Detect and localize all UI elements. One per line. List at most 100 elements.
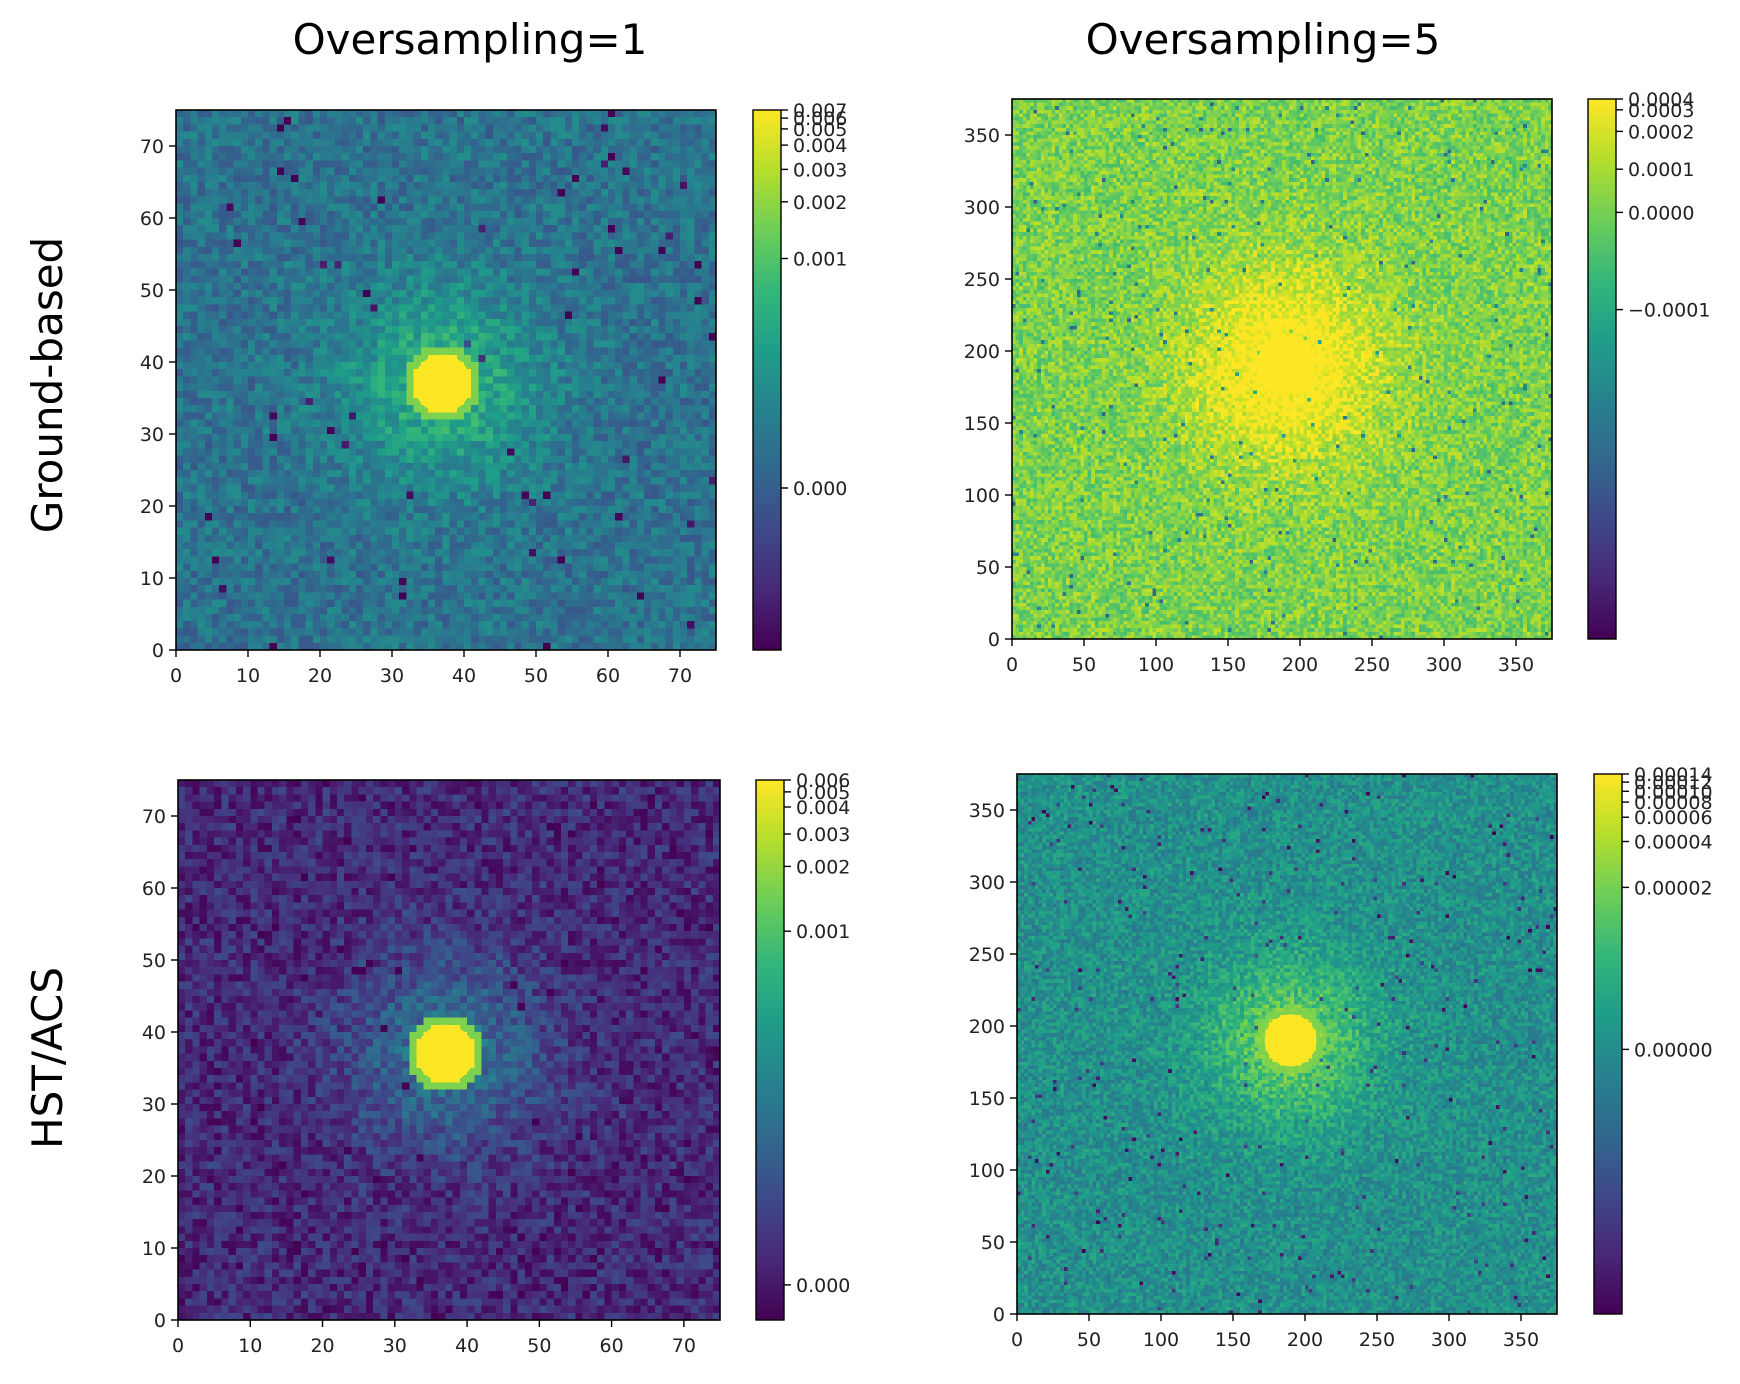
y-tick-label: 0 [154,1310,166,1332]
x-tick-label: 150 [1215,1329,1251,1351]
colorbar-tick-label: −0.0001 [1628,300,1710,322]
colorbar-tick-label: 0.00000 [1634,1039,1713,1061]
colorbar-tick-label: 0.002 [793,192,847,214]
colorbar-tick-label: 0.005 [793,119,847,141]
y-tick-label: 350 [964,125,1000,147]
colorbar-tick-label: 0.003 [796,824,850,846]
x-tick-label: 250 [1359,1329,1395,1351]
y-tick-label: 250 [964,269,1000,291]
y-tick-label: 10 [142,1238,166,1260]
x-tick-label: 50 [1072,654,1096,676]
colorbar-tick-label: 0.006 [796,770,850,792]
colorbar [755,779,785,1321]
colorbar-tick-label: 0.002 [796,856,850,878]
x-tick-label: 300 [1431,1329,1467,1351]
y-tick-label: 250 [969,944,1005,966]
colorbar-tick-label: 0.001 [796,921,850,943]
y-tick-label: 350 [969,800,1005,822]
y-tick-label: 30 [142,1094,166,1116]
x-tick-label: 10 [236,665,260,687]
y-tick-label: 50 [142,950,166,972]
y-tick-label: 150 [964,413,1000,435]
y-tick-label: 60 [140,208,164,230]
x-tick-label: 60 [600,1335,624,1357]
row-label-2: HST/ACS [23,967,72,1149]
x-tick-label: 20 [308,665,332,687]
y-tick-label: 50 [976,557,1000,579]
source-marker [413,354,472,413]
colorbar [752,109,782,651]
colorbar-tick-label: 0.0003 [1628,100,1694,122]
y-tick-label: 300 [969,872,1005,894]
colorbar-tick-label: 0.000 [793,478,847,500]
row-label-1: Ground-based [23,237,72,533]
axes-frame [1011,98,1553,640]
colorbar-tick-label: 0.006 [793,108,847,130]
x-tick-label: 200 [1282,654,1318,676]
colorbar-tick-label: 0.003 [793,159,847,181]
y-tick-label: 20 [140,496,164,518]
colorbar-tick-label: 0.0004 [1628,89,1694,111]
panel-1: 0 10 20 30 40 50 60 70 0 10 20 30 40 50 60 70 0.0070.006… [140,100,848,687]
x-tick-label: 40 [455,1335,479,1357]
y-tick-label: 200 [964,341,1000,363]
colorbar-tick-label: 0.004 [796,797,850,819]
y-tick-label: 300 [964,197,1000,219]
y-tick-label: 30 [140,424,164,446]
x-tick-label: 100 [1143,1329,1179,1351]
x-tick-label: 20 [310,1335,334,1357]
x-tick-label: 50 [1077,1329,1101,1351]
x-tick-label: 0 [172,1335,184,1357]
y-tick-label: 40 [140,352,164,374]
axes-frame [177,779,721,1321]
y-tick-label: 60 [142,878,166,900]
colorbar-tick-label: 0.00012 [1634,772,1713,794]
colorbar-tick-label: 0.0002 [1628,121,1694,143]
x-tick-label: 0 [1011,1329,1023,1351]
y-tick-label: 0 [988,629,1000,651]
y-tick-label: 150 [969,1088,1005,1110]
y-tick-label: 200 [969,1016,1005,1038]
colorbar-tick-label: 0.005 [796,782,850,804]
x-tick-label: 40 [452,665,476,687]
source-marker [1264,1014,1317,1067]
y-tick-label: 10 [140,568,164,590]
y-tick-label: 50 [981,1232,1005,1254]
x-tick-label: 200 [1287,1329,1323,1351]
x-tick-label: 0 [170,665,182,687]
x-tick-label: 30 [383,1335,407,1357]
panel-4: 0 50 100 150 200 250 300 350 0 50 100 150 200 250 300 3… [969,764,1713,1351]
colorbar-tick-label: 0.00010 [1634,781,1713,803]
colorbar-tick-label: 0.007 [793,100,847,122]
panels: 0 10 20 30 40 50 60 700102030405060700.0070.006… [140,89,1713,1357]
y-tick-label: 100 [964,485,1000,507]
colorbar-tick-label: 0.00006 [1634,807,1713,829]
source-marker [416,1024,475,1083]
x-tick-label: 0 [1006,654,1018,676]
axes-frame [1016,773,1558,1315]
y-tick-label: 70 [142,806,166,828]
column-title-2: Oversampling=5 [1086,15,1441,64]
y-tick-label: 50 [140,280,164,302]
colorbar-tick-label: 0.001 [793,249,847,271]
colorbar-tick-label: 0.004 [793,135,847,157]
x-tick-label: 60 [596,665,620,687]
y-tick-label: 0 [152,640,164,662]
x-tick-label: 50 [527,1335,551,1357]
y-tick-label: 100 [969,1160,1005,1182]
panel-2: 0 50 100 150 200 250 300 350 0 50 100 150 200 250 300 3… [964,89,1711,676]
x-tick-label: 350 [1503,1329,1539,1351]
x-tick-label: 300 [1426,654,1462,676]
x-tick-label: 50 [524,665,548,687]
x-tick-label: 150 [1210,654,1246,676]
colorbar-tick-label: 0.00002 [1634,877,1713,899]
colorbar [1587,98,1617,640]
y-tick-label: 20 [142,1166,166,1188]
x-tick-label: 10 [238,1335,262,1357]
x-tick-label: 70 [672,1335,696,1357]
panel-3: 0 10 20 30 40 50 60 70 0 10 20 30 40 50 60 70 0.0060.005… [142,770,851,1357]
colorbar-tick-label: 0.00008 [1634,792,1713,814]
x-tick-label: 350 [1498,654,1534,676]
